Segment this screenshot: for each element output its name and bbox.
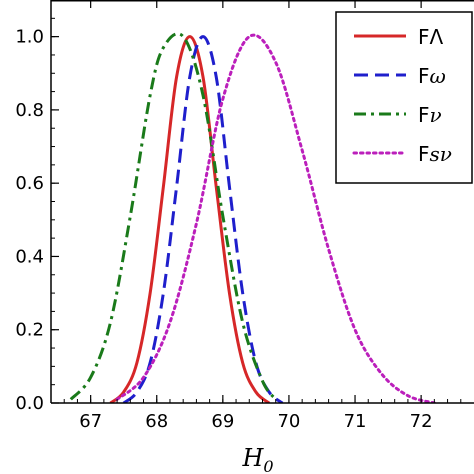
x-tick-label: 69: [211, 411, 234, 432]
x-tick-label: 68: [145, 411, 168, 432]
legend-entry-1: Fω: [418, 64, 446, 88]
legend-entry-symbol: ω: [430, 64, 446, 88]
series-line-0: [109, 35, 271, 403]
legend-box: [335, 11, 473, 184]
x-axis-label-main: H: [241, 444, 264, 472]
legend-entry-3: Fsν: [418, 142, 452, 166]
legend-entry-2: Fν: [418, 103, 442, 127]
legend-entry-0: FΛ: [418, 25, 444, 49]
legend-entry-symbol: ν: [430, 103, 442, 127]
y-tick-label: 0.4: [15, 246, 44, 267]
legend-entry-symbol: Λ: [430, 25, 444, 49]
x-tick-label: 67: [79, 411, 102, 432]
y-tick-label: 0.8: [15, 100, 44, 121]
y-tick-label: 0.0: [15, 393, 44, 414]
legend-entry-prefix: F: [418, 142, 430, 166]
x-axis-label-subscript: 0: [263, 457, 273, 474]
x-tick-label: 70: [277, 411, 300, 432]
series-line-1: [122, 35, 284, 403]
y-tick-label: 0.2: [15, 320, 44, 341]
x-tick-label: 71: [344, 411, 367, 432]
series-line-2: [69, 32, 277, 401]
x-tick-label: 72: [410, 411, 433, 432]
legend-entry-prefix: F: [418, 25, 430, 49]
series-line-3: [115, 33, 436, 403]
y-tick-label: 0.6: [15, 173, 44, 194]
y-tick-label: 1.0: [15, 27, 44, 48]
x-axis-label: H0: [241, 444, 273, 474]
legend-entry-prefix: F: [418, 64, 430, 88]
legend-entry-prefix: F: [418, 103, 430, 127]
legend-entry-symbol: sν: [430, 142, 452, 166]
